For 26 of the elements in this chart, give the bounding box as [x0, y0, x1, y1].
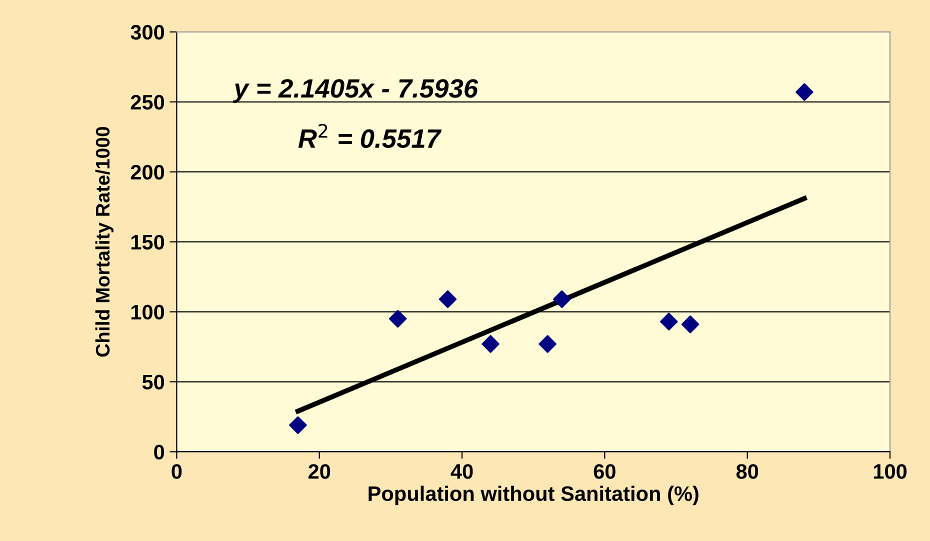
- x-tick-label: 60: [594, 464, 616, 479]
- point: [538, 335, 557, 353]
- y-tick-label: 300: [130, 24, 164, 40]
- y-tick-label: 100: [131, 304, 164, 320]
- point: [482, 335, 500, 353]
- point: [388, 310, 407, 328]
- y-axis-title: Child Mortality Rate/1000: [95, 127, 114, 357]
- x-tick-label: 40: [450, 464, 473, 479]
- point: [552, 290, 571, 308]
- annotation: R$^{2}$ = 0.5517: [298, 124, 442, 148]
- point: [289, 416, 307, 434]
- annotation: y = 2.1405x - 7.5936: [232, 79, 478, 103]
- y-tick-label: 150: [131, 234, 164, 250]
- x-tick-label: 20: [308, 464, 330, 479]
- x-tick-label: 80: [736, 464, 758, 479]
- x-tick-label: 0: [172, 464, 182, 479]
- x-tick-label: 100: [874, 464, 907, 479]
- point: [660, 312, 678, 331]
- point: [796, 83, 814, 102]
- point: [438, 290, 457, 308]
- y-tick-label: 0: [154, 444, 164, 460]
- point: [681, 315, 700, 334]
- y-tick-label: 200: [130, 164, 164, 180]
- y-tick-label: 250: [130, 94, 164, 110]
- y-tick-label: 50: [142, 374, 164, 390]
- x-axis-title: Population without Sanitation (%): [368, 486, 698, 506]
